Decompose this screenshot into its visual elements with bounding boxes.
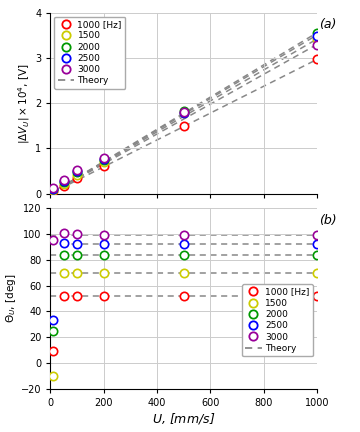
X-axis label: $U$, [mm/s]: $U$, [mm/s]	[152, 410, 215, 426]
Y-axis label: $|\Delta V_U| \times 10^4$, [V]: $|\Delta V_U| \times 10^4$, [V]	[17, 63, 32, 144]
Text: (a): (a)	[319, 19, 337, 32]
Y-axis label: $\Theta_U$, [deg]: $\Theta_U$, [deg]	[4, 274, 18, 323]
Text: (b): (b)	[319, 213, 337, 226]
Legend: 1000 [Hz], 1500, 2000, 2500, 3000, Theory: 1000 [Hz], 1500, 2000, 2500, 3000, Theor…	[242, 284, 313, 356]
Legend: 1000 [Hz], 1500, 2000, 2500, 3000, Theory: 1000 [Hz], 1500, 2000, 2500, 3000, Theor…	[54, 16, 126, 89]
